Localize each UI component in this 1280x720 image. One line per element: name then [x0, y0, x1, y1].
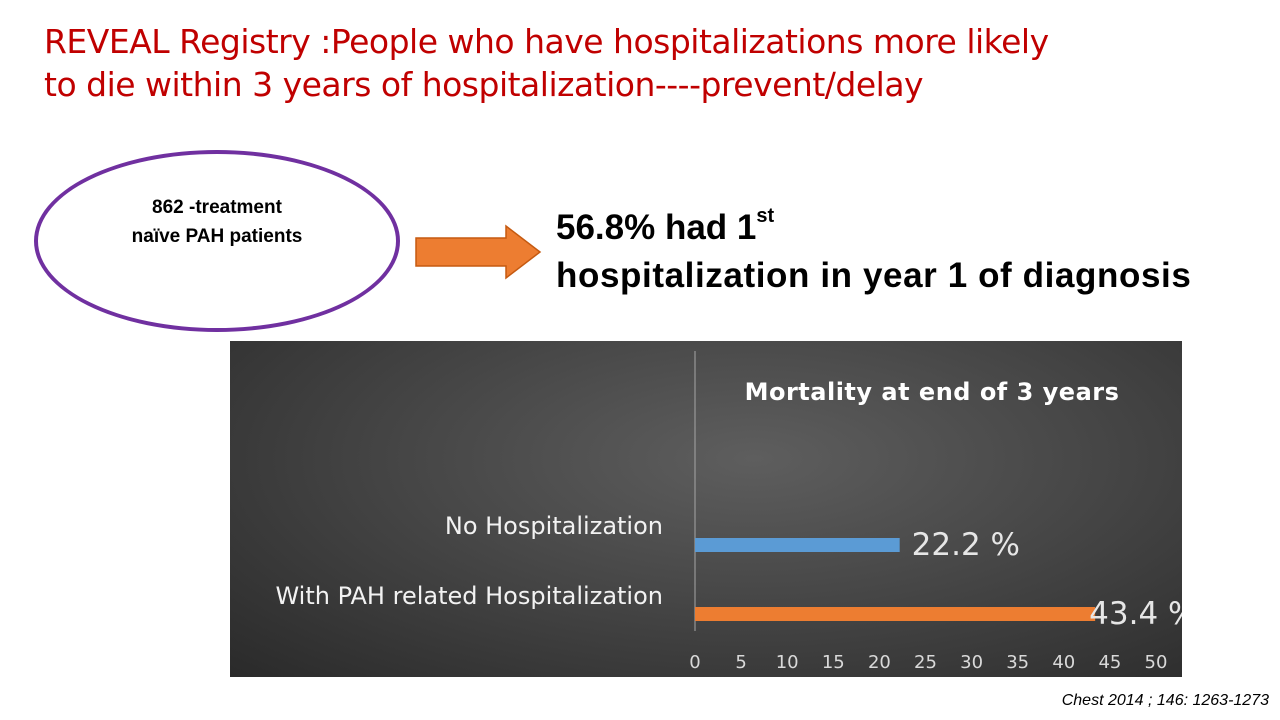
x-tick-label: 45	[1098, 652, 1121, 673]
x-tick-label: 50	[1145, 652, 1168, 673]
title-line-2: to die within 3 years of hospitalization…	[44, 65, 924, 104]
citation: Chest 2014 ; 146: 1263-1273	[1061, 692, 1269, 709]
data-label: 22.2 %	[912, 527, 1020, 563]
mortality-chart: Mortality at end of 3 years No Hospitaliz…	[230, 341, 1182, 677]
x-tick-label: 10	[776, 652, 799, 673]
data-label: 43.4 %	[1089, 596, 1182, 632]
right-arrow-icon	[415, 224, 542, 280]
callout-superscript: st	[756, 205, 775, 228]
bar	[695, 607, 1096, 621]
x-tick-label: 5	[735, 652, 746, 673]
x-tick-label: 35	[1006, 652, 1029, 673]
patients-ellipse: 862 -treatment naïve PAH patients	[34, 150, 400, 332]
hospitalization-callout: 56.8% had 1st hospitalization in year 1 …	[556, 204, 1191, 300]
ellipse-line-2: naïve PAH patients	[131, 226, 303, 247]
title-line-1: REVEAL Registry :People who have hospita…	[44, 22, 1049, 61]
callout-line-1: 56.8% had 1st	[556, 204, 1191, 252]
x-tick-label: 25	[914, 652, 937, 673]
chart-title: Mortality at end of 3 years	[745, 378, 1120, 406]
x-tick-label: 40	[1052, 652, 1075, 673]
ellipse-line-1: 862 -treatment	[152, 197, 282, 218]
slide-title: REVEAL Registry :People who have hospita…	[44, 20, 1194, 106]
category-label: No Hospitalization	[445, 512, 663, 540]
callout-main-text: 56.8% had 1	[556, 208, 757, 247]
x-tick-label: 20	[868, 652, 891, 673]
x-tick-label: 15	[822, 652, 845, 673]
chart-svg: Mortality at end of 3 years No Hospitaliz…	[275, 351, 1182, 673]
x-tick-label: 30	[960, 652, 983, 673]
category-label: With PAH related Hospitalization	[275, 582, 663, 610]
ellipse-text: 862 -treatment naïve PAH patients	[132, 193, 303, 251]
bar	[695, 538, 900, 552]
callout-line-2: hospitalization in year 1 of diagnosis	[556, 256, 1192, 295]
x-tick-label: 0	[689, 652, 700, 673]
